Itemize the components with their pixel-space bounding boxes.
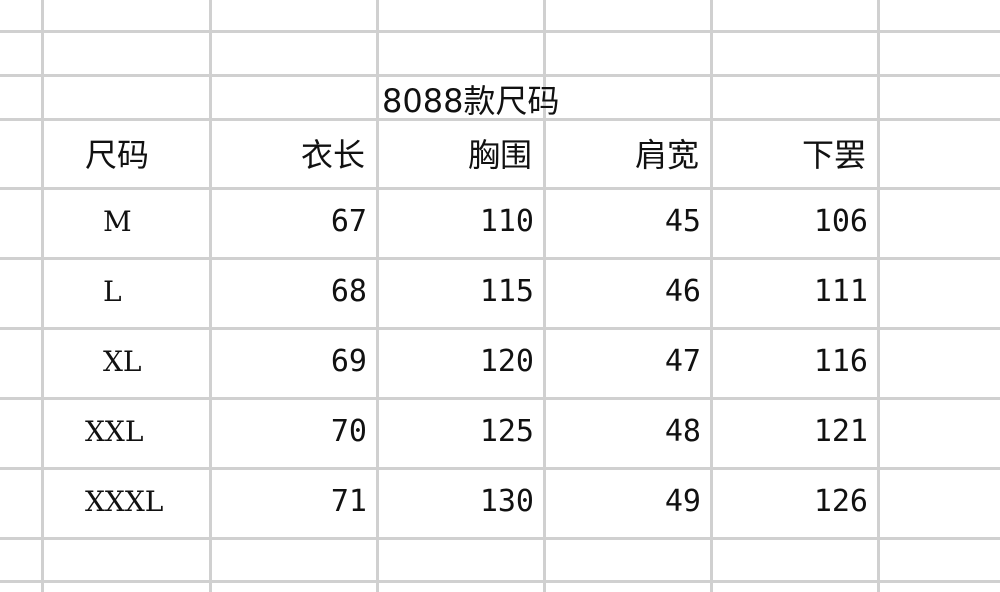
column-gridline	[209, 0, 212, 592]
table-title[interactable]: 8088款尺码	[382, 82, 560, 120]
column-gridline	[376, 0, 379, 592]
value-cell[interactable]: 120	[479, 344, 534, 379]
value-cell[interactable]: 110	[479, 204, 534, 239]
value-cell[interactable]: 71	[330, 484, 367, 519]
value-cell[interactable]: 46	[664, 274, 701, 309]
value-cell[interactable]: 69	[330, 344, 367, 379]
value-cell[interactable]: 126	[813, 484, 868, 519]
size-cell[interactable]: L	[103, 275, 122, 308]
row-gridline	[0, 74, 1000, 77]
row-gridline	[0, 397, 1000, 400]
size-cell[interactable]: XXL	[85, 415, 144, 448]
value-cell[interactable]: 116	[813, 344, 868, 379]
value-cell[interactable]: 70	[330, 414, 367, 449]
value-cell[interactable]: 67	[330, 204, 367, 239]
row-gridline	[0, 537, 1000, 540]
value-cell[interactable]: 45	[664, 204, 701, 239]
column-gridline	[877, 0, 880, 592]
value-cell[interactable]: 68	[330, 274, 367, 309]
value-cell[interactable]: 121	[813, 414, 868, 449]
column-gridline	[41, 0, 44, 592]
column-header[interactable]: 肩宽	[634, 136, 699, 174]
value-cell[interactable]: 125	[479, 414, 534, 449]
row-gridline	[0, 118, 1000, 121]
value-cell[interactable]: 48	[664, 414, 701, 449]
size-cell[interactable]: XXXL	[85, 485, 164, 518]
column-header[interactable]: 胸围	[467, 136, 532, 174]
row-gridline	[0, 257, 1000, 260]
value-cell[interactable]: 111	[813, 274, 868, 309]
value-cell[interactable]: 115	[479, 274, 534, 309]
size-cell[interactable]: XL	[103, 345, 142, 378]
column-gridline	[543, 0, 546, 592]
column-gridline	[710, 0, 713, 592]
row-gridline	[0, 187, 1000, 190]
value-cell[interactable]: 130	[479, 484, 534, 519]
row-gridline	[0, 580, 1000, 583]
row-gridline	[0, 30, 1000, 33]
column-header[interactable]: 衣长	[300, 136, 365, 174]
value-cell[interactable]: 47	[664, 344, 701, 379]
row-gridline	[0, 467, 1000, 470]
value-cell[interactable]: 49	[664, 484, 701, 519]
size-cell[interactable]: M	[103, 205, 132, 238]
row-gridline	[0, 327, 1000, 330]
value-cell[interactable]: 106	[813, 204, 868, 239]
column-header[interactable]: 下罢	[801, 136, 866, 174]
column-header[interactable]: 尺码	[85, 136, 150, 174]
